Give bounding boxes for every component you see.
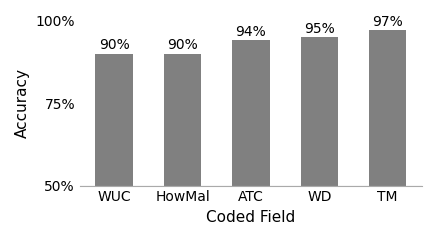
- Bar: [232, 40, 270, 186]
- Bar: [164, 54, 201, 186]
- X-axis label: Coded Field: Coded Field: [206, 210, 295, 225]
- Text: 95%: 95%: [304, 22, 335, 36]
- Text: 90%: 90%: [99, 38, 130, 52]
- Bar: [95, 54, 133, 186]
- Bar: [301, 37, 338, 186]
- Y-axis label: Accuracy: Accuracy: [15, 68, 30, 138]
- Text: 94%: 94%: [236, 25, 266, 39]
- Bar: [369, 30, 406, 186]
- Text: 97%: 97%: [372, 15, 403, 29]
- Text: 90%: 90%: [167, 38, 198, 52]
